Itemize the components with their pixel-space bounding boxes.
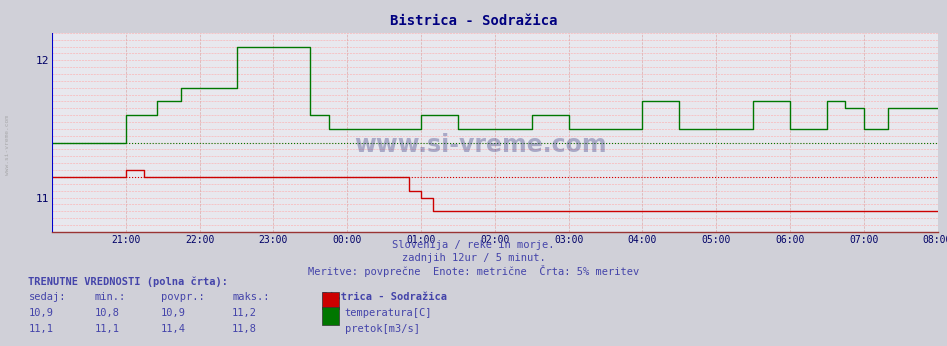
Text: www.si-vreme.com: www.si-vreme.com <box>5 115 10 175</box>
Text: maks.:: maks.: <box>232 292 270 302</box>
Text: 11,4: 11,4 <box>161 324 186 334</box>
Text: 11,2: 11,2 <box>232 308 257 318</box>
Text: TRENUTNE VREDNOSTI (polna črta):: TRENUTNE VREDNOSTI (polna črta): <box>28 277 228 287</box>
Text: 11,1: 11,1 <box>28 324 53 334</box>
Text: 11,1: 11,1 <box>95 324 119 334</box>
Text: min.:: min.: <box>95 292 126 302</box>
Text: 11,8: 11,8 <box>232 324 257 334</box>
Text: Slovenija / reke in morje.: Slovenija / reke in morje. <box>392 240 555 251</box>
Text: Bistrica - Sodražica: Bistrica - Sodražica <box>390 14 557 28</box>
Text: Meritve: povprečne  Enote: metrične  Črta: 5% meritev: Meritve: povprečne Enote: metrične Črta:… <box>308 265 639 277</box>
Text: temperatura[C]: temperatura[C] <box>345 308 432 318</box>
Text: 10,9: 10,9 <box>28 308 53 318</box>
Text: Bistrica - Sodražica: Bistrica - Sodražica <box>322 292 447 302</box>
Text: www.si-vreme.com: www.si-vreme.com <box>354 133 606 157</box>
Text: 10,9: 10,9 <box>161 308 186 318</box>
Text: pretok[m3/s]: pretok[m3/s] <box>345 324 420 334</box>
Text: sedaj:: sedaj: <box>28 292 66 302</box>
Text: povpr.:: povpr.: <box>161 292 205 302</box>
Text: zadnjih 12ur / 5 minut.: zadnjih 12ur / 5 minut. <box>402 253 545 263</box>
Text: 10,8: 10,8 <box>95 308 119 318</box>
